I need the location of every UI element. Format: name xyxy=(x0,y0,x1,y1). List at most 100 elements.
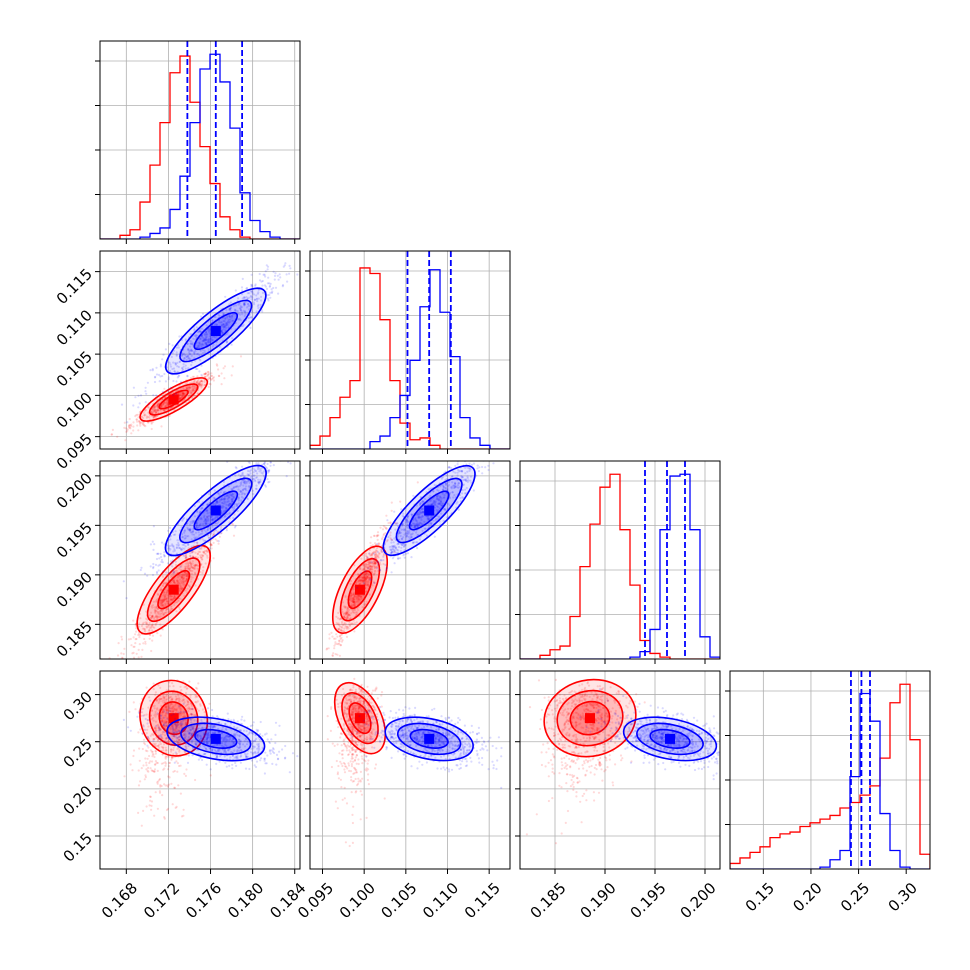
scatter-point xyxy=(168,342,171,345)
scatter-point xyxy=(240,499,243,502)
scatter-point xyxy=(206,549,209,552)
scatter-point xyxy=(187,709,190,713)
scatter-point xyxy=(432,490,435,493)
scatter-point xyxy=(187,348,190,351)
scatter-point xyxy=(211,319,214,322)
scatter-point xyxy=(123,426,126,429)
scatter-point xyxy=(170,703,173,706)
scatter-point xyxy=(175,555,178,559)
scatter-point xyxy=(207,377,210,380)
scatter-point xyxy=(153,726,156,729)
scatter-point xyxy=(210,544,213,547)
scatter-point xyxy=(337,639,341,642)
scatter-point xyxy=(163,555,166,558)
scatter-point xyxy=(352,596,355,600)
scatter-point xyxy=(475,458,477,460)
scatter-point xyxy=(272,286,275,290)
scatter-point xyxy=(156,807,159,810)
scatter-point xyxy=(157,725,160,728)
scatter-point xyxy=(429,494,432,497)
scatter-point xyxy=(177,541,180,545)
scatter-point xyxy=(432,500,435,503)
scatter-point xyxy=(391,538,394,542)
scatter-point xyxy=(190,392,193,395)
scatter-point xyxy=(188,339,191,342)
scatter-point xyxy=(128,710,131,714)
scatter-point xyxy=(191,389,194,393)
scatter-point xyxy=(363,578,366,581)
scatter-point xyxy=(179,724,183,727)
scatter-point xyxy=(365,581,368,584)
scatter-point xyxy=(140,421,143,424)
scatter-point xyxy=(266,462,269,466)
scatter-point xyxy=(232,495,235,498)
scatter-point xyxy=(165,608,168,611)
scatter-point xyxy=(255,462,258,465)
scatter-point xyxy=(231,365,234,368)
scatter-point xyxy=(390,551,393,555)
scatter-point xyxy=(370,562,373,565)
scatter-point xyxy=(146,736,149,739)
scatter-point xyxy=(198,510,201,513)
scatter-point xyxy=(134,396,137,399)
scatter-point xyxy=(369,567,372,571)
scatter-point xyxy=(366,584,370,587)
scatter-point xyxy=(373,562,377,565)
scatter-point xyxy=(128,417,131,421)
scatter-point xyxy=(205,549,208,553)
scatter-point xyxy=(194,778,197,782)
scatter-point xyxy=(184,364,187,367)
scatter-point xyxy=(267,469,270,472)
scatter-point xyxy=(177,375,180,378)
scatter-point xyxy=(229,307,232,310)
scatter-point xyxy=(176,389,179,392)
scatter-point xyxy=(346,606,349,610)
scatter-point xyxy=(185,721,188,724)
scatter-point xyxy=(158,791,162,794)
scatter-point xyxy=(146,381,149,384)
scatter-point xyxy=(166,807,170,811)
scatter-point xyxy=(246,302,249,305)
scatter-point xyxy=(344,625,347,628)
scatter-point xyxy=(181,536,184,539)
scatter-point xyxy=(155,708,159,711)
scatter-point xyxy=(164,595,167,598)
scatter-point xyxy=(172,707,175,710)
scatter-point xyxy=(352,600,356,603)
scatter-point xyxy=(371,552,374,555)
scatter-point xyxy=(145,416,148,419)
scatter-point xyxy=(189,357,192,360)
scatter-point xyxy=(190,569,193,572)
scatter-point xyxy=(144,408,147,412)
scatter-point xyxy=(421,500,425,503)
scatter-point xyxy=(186,355,189,358)
scatter-point xyxy=(203,337,206,340)
scatter-point xyxy=(196,375,199,378)
scatter-point xyxy=(145,622,148,626)
scatter-point xyxy=(193,504,196,508)
scatter-point xyxy=(172,544,175,548)
scatter-point xyxy=(206,511,209,515)
scatter-point xyxy=(199,532,202,536)
scatter-point xyxy=(116,654,120,657)
scatter-point xyxy=(178,546,181,550)
scatter-point xyxy=(160,599,164,602)
scatter-point xyxy=(153,410,156,413)
scatter-point xyxy=(171,756,174,759)
scatter-point xyxy=(227,318,230,321)
scatter-point xyxy=(395,551,398,554)
scatter-point xyxy=(418,513,421,516)
scatter-point xyxy=(203,372,207,376)
scatter-point xyxy=(191,704,194,707)
scatter-point xyxy=(199,556,202,559)
scatter-point xyxy=(438,499,441,502)
scatter-point xyxy=(203,332,206,335)
scatter-point xyxy=(365,573,368,576)
scatter-point xyxy=(436,495,439,498)
scatter-point xyxy=(189,342,192,345)
scatter-point xyxy=(225,507,228,511)
scatter-point xyxy=(194,700,197,704)
scatter-point xyxy=(193,386,196,390)
scatter-point xyxy=(191,732,194,735)
scatter-point xyxy=(469,468,472,471)
